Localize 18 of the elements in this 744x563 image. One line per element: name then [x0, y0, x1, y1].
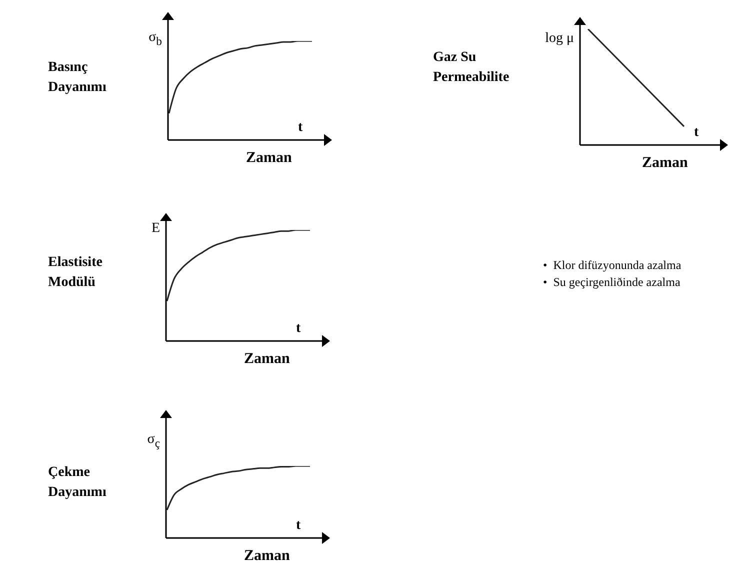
text: Elastisite Modülü — [48, 254, 102, 292]
x-axis-title: Zaman — [246, 150, 292, 167]
y-axis-title: σ$_{b}$ — [148, 30, 162, 48]
text: • Su geçirgenliðinde azalma — [543, 274, 682, 291]
annotation: t — [694, 125, 699, 141]
y-axis-title: E — [151, 221, 160, 237]
annotation: t — [296, 518, 301, 534]
y-axis-title: log μ — [545, 31, 574, 47]
text: Gaz Su Permeabilite — [433, 49, 510, 87]
x-axis-title: Zaman — [244, 351, 290, 368]
text: Basınç Dayanımı — [48, 59, 106, 97]
x-axis-title: Zaman — [244, 548, 290, 563]
x-axis-title: Zaman — [642, 155, 688, 172]
annotation: t — [298, 120, 303, 136]
annotation: t — [296, 321, 301, 337]
text: Çekme Dayanımı — [48, 464, 106, 502]
y-axis-title: σ$_{ç}$ — [147, 432, 160, 450]
text: • Klor difüzyonunda azalma — [543, 257, 682, 274]
